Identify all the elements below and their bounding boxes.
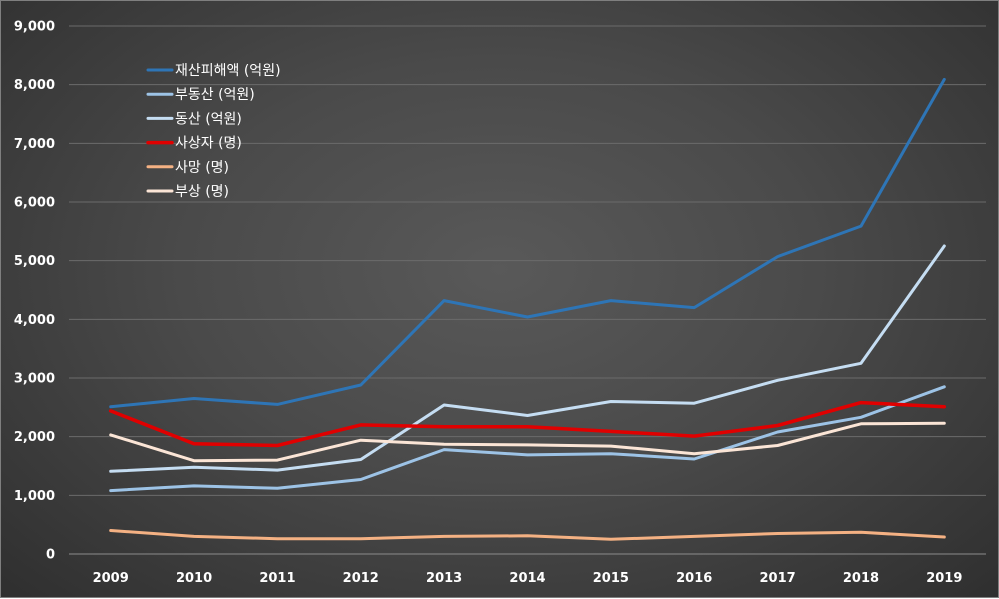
legend-label: 사망 (명) <box>175 160 229 176</box>
y-tick-label: 4,000 <box>14 313 55 328</box>
x-tick-label: 2012 <box>343 571 379 586</box>
x-tick-label: 2013 <box>426 571 462 586</box>
x-tick-label: 2019 <box>926 571 962 586</box>
legend-label: 부상 (명) <box>175 184 229 200</box>
legend-label: 재산피해액 (억원) <box>175 63 281 79</box>
y-tick-label: 7,000 <box>14 137 55 152</box>
x-tick-label: 2018 <box>843 571 879 586</box>
x-tick-label: 2016 <box>676 571 712 586</box>
y-tick-label: 2,000 <box>14 430 55 445</box>
x-tick-label: 2011 <box>259 571 295 586</box>
series-line-1 <box>109 77 946 409</box>
legend-label: 동산 (억원) <box>175 111 242 127</box>
y-tick-label: 9,000 <box>14 20 55 35</box>
x-tick-label: 2010 <box>176 571 212 586</box>
legend-label: 부동산 (억원) <box>175 87 255 103</box>
y-tick-label: 3,000 <box>14 372 55 387</box>
y-tick-label: 0 <box>46 548 55 563</box>
x-tick-label: 2015 <box>593 571 629 586</box>
series-line-5 <box>109 529 946 541</box>
legend-label: 사상자 (명) <box>175 136 242 152</box>
series-line-3 <box>109 244 946 473</box>
series-line-2 <box>109 385 946 493</box>
series-line-4 <box>108 400 947 448</box>
y-tick-label: 5,000 <box>14 254 55 269</box>
y-tick-label: 6,000 <box>14 196 55 211</box>
x-tick-label: 2014 <box>509 571 545 586</box>
series-line-6 <box>109 421 946 463</box>
x-tick-label: 2017 <box>759 571 795 586</box>
y-tick-label: 8,000 <box>14 78 55 93</box>
y-tick-label: 1,000 <box>14 489 55 504</box>
x-tick-label: 2009 <box>93 571 129 586</box>
